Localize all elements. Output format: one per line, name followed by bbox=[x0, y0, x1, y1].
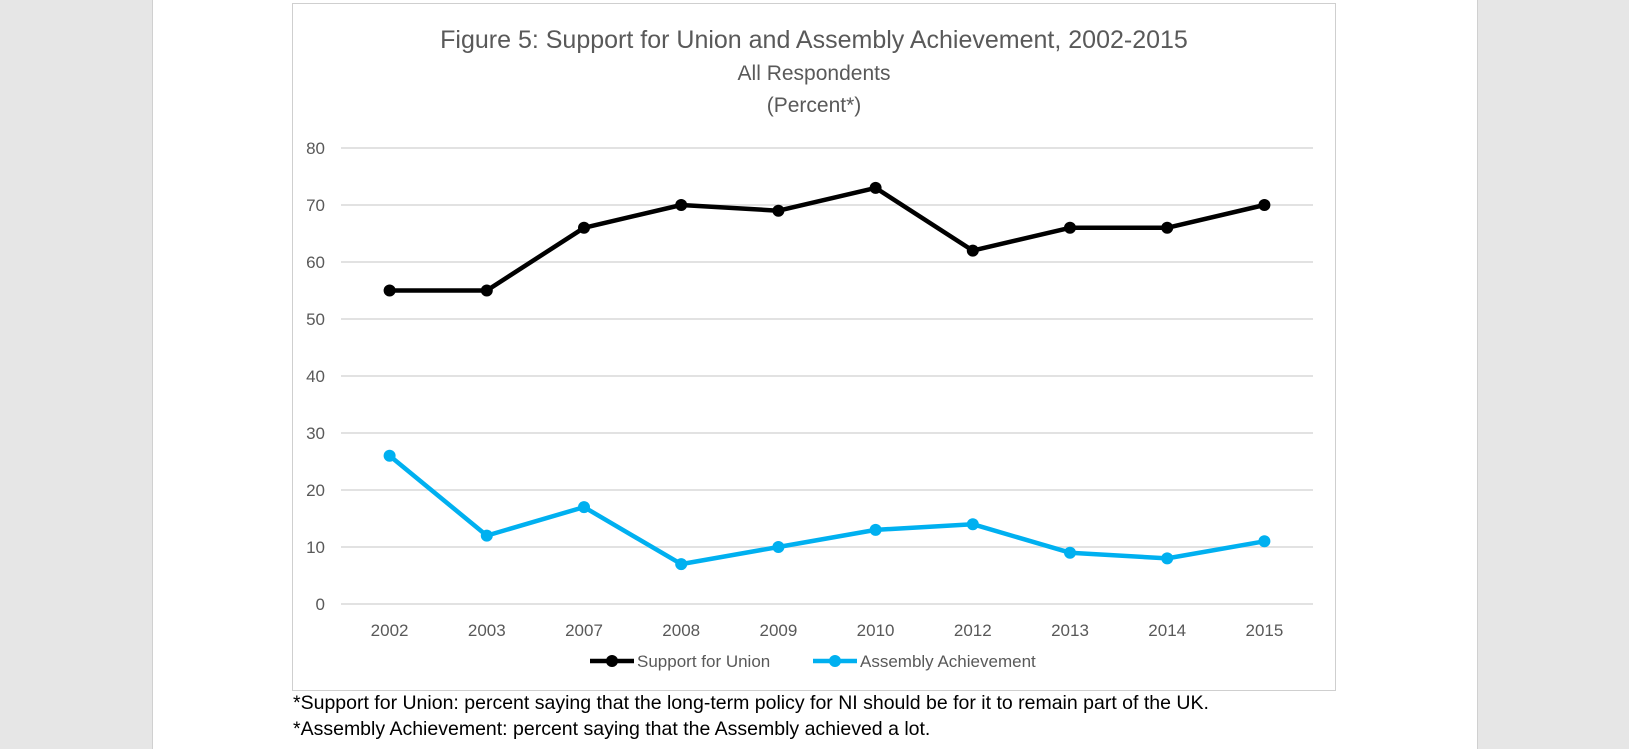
y-tick-label: 20 bbox=[306, 481, 325, 500]
chart-title-block: Figure 5: Support for Union and Assembly… bbox=[440, 26, 1188, 117]
data-point bbox=[1258, 199, 1271, 211]
y-tick-label: 50 bbox=[306, 310, 325, 329]
data-point bbox=[1064, 546, 1076, 559]
x-tick-label: 2007 bbox=[565, 621, 603, 640]
x-tick-label: 2014 bbox=[1148, 621, 1186, 640]
data-point bbox=[383, 449, 396, 462]
series-assembly-achievement bbox=[383, 449, 1271, 571]
data-point bbox=[772, 541, 785, 553]
x-tick-label: 2015 bbox=[1245, 621, 1283, 640]
x-tick-label: 2010 bbox=[857, 621, 895, 640]
x-tick-label: 2009 bbox=[759, 621, 797, 640]
data-point bbox=[578, 501, 590, 514]
y-tick-label: 30 bbox=[306, 424, 325, 443]
y-tick-label: 0 bbox=[316, 595, 325, 614]
x-tick-label: 2002 bbox=[371, 621, 409, 640]
y-tick-label: 10 bbox=[306, 538, 325, 557]
chart-subtitle: All Respondents bbox=[738, 62, 891, 85]
data-point bbox=[966, 518, 979, 531]
gridlines bbox=[341, 147, 1313, 605]
y-tick-label: 80 bbox=[306, 139, 325, 158]
y-axis-ticks: 0 10 20 30 40 50 60 70 80 bbox=[306, 139, 325, 614]
legend-item: Assembly Achievement bbox=[813, 652, 1036, 671]
data-point bbox=[480, 529, 493, 542]
chart-title: Figure 5: Support for Union and Assembly… bbox=[440, 26, 1188, 54]
legend-swatch-marker bbox=[606, 655, 618, 667]
series bbox=[383, 181, 1271, 571]
data-point bbox=[1161, 221, 1174, 234]
chart-subtitle-unit: (Percent*) bbox=[767, 94, 862, 117]
y-tick-label: 40 bbox=[306, 367, 325, 386]
line-chart: Figure 5: Support for Union and Assembly… bbox=[306, 26, 1313, 671]
legend-item: Support for Union bbox=[590, 652, 770, 671]
x-tick-label: 2012 bbox=[954, 621, 992, 640]
data-point bbox=[1161, 552, 1174, 565]
footnote-assembly-achievement: *Assembly Achievement: percent saying th… bbox=[293, 718, 931, 740]
data-point bbox=[869, 523, 882, 536]
series-line bbox=[387, 185, 1267, 293]
x-axis-ticks: 2002 2003 2007 2008 2009 2010 2012 2013 2014 2015 bbox=[371, 621, 1284, 640]
chart-frame: Figure 5: Support for Union and Assembly… bbox=[292, 3, 1336, 691]
data-point bbox=[383, 284, 396, 297]
legend-label: Support for Union bbox=[637, 652, 770, 671]
data-point bbox=[869, 181, 882, 194]
footnote-support-for-union: *Support for Union: percent saying that … bbox=[293, 692, 1209, 714]
data-point bbox=[480, 284, 493, 297]
data-point bbox=[966, 244, 979, 257]
data-point bbox=[675, 199, 688, 211]
x-tick-label: 2003 bbox=[468, 621, 506, 640]
data-point bbox=[578, 221, 590, 234]
legend-swatch-marker bbox=[829, 655, 841, 667]
data-point bbox=[675, 558, 688, 571]
legend: Support for Union Assembly Achievement bbox=[590, 652, 1036, 671]
data-point bbox=[1258, 535, 1271, 548]
x-tick-label: 2013 bbox=[1051, 621, 1089, 640]
data-point bbox=[772, 204, 785, 217]
y-tick-label: 60 bbox=[306, 253, 325, 272]
series-support-for-union bbox=[383, 181, 1271, 297]
data-point bbox=[1064, 221, 1076, 234]
x-tick-label: 2008 bbox=[662, 621, 700, 640]
legend-label: Assembly Achievement bbox=[860, 652, 1036, 671]
series-line bbox=[387, 453, 1267, 567]
y-tick-label: 70 bbox=[306, 196, 325, 215]
